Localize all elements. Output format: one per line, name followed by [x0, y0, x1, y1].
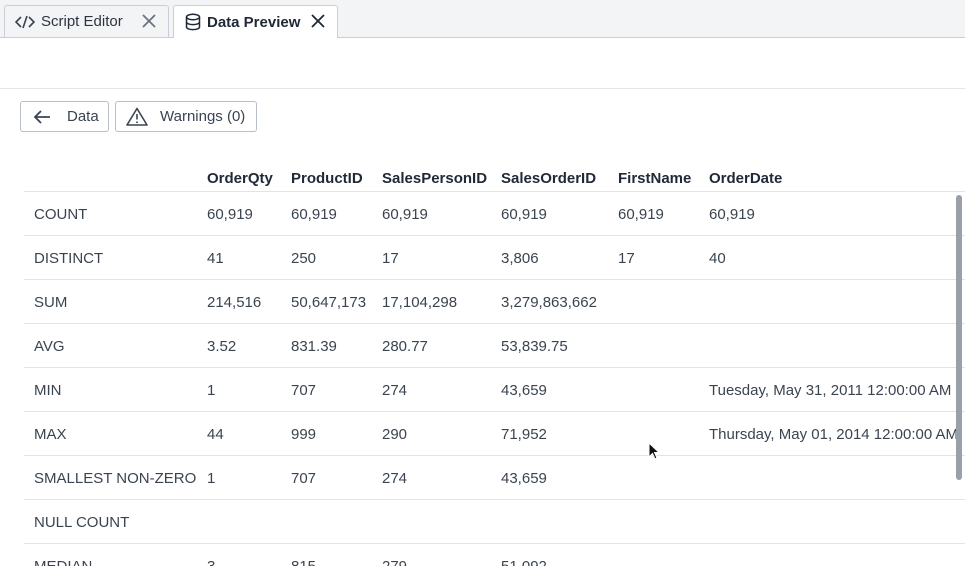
table-cell: 707 — [291, 470, 317, 487]
table-cell: 41 — [207, 250, 224, 267]
table-cell: 279 — [382, 558, 407, 566]
row-label: MAX — [34, 426, 67, 443]
tab-bar: Script Editor Data Preview — [0, 0, 965, 38]
table-cell: 50,647,173 — [291, 294, 367, 311]
column-header: ProductID — [291, 170, 363, 187]
warning-icon — [126, 107, 148, 126]
table-cell: 17 — [382, 250, 399, 267]
button-label: Warnings (0) — [160, 108, 246, 125]
table-cell: 1 — [207, 470, 216, 487]
button-label: Data — [67, 108, 99, 125]
tab-label: Data Preview — [207, 13, 301, 31]
database-icon — [185, 13, 201, 31]
table-cell: 3,806 — [501, 250, 539, 267]
warnings-button[interactable]: Warnings (0) — [115, 101, 257, 132]
table-row: COUNT 60,919 60,919 60,919 60,919 60,919 60,91… — [24, 191, 965, 236]
table-row: DISTINCT 41 250 17 3,806 17 40 — [24, 235, 965, 280]
row-label: MEDIAN — [34, 558, 92, 566]
table-cell: 280.77 — [382, 338, 428, 355]
table-cell: 290 — [382, 426, 408, 443]
table-cell: Tuesday, May 31, 2011 12:00:00 AM — [709, 382, 952, 399]
row-label: AVG — [34, 338, 65, 355]
table-cell: 1 — [207, 382, 216, 399]
column-header: OrderQty — [207, 170, 273, 187]
table-row: NULL COUNT — [24, 499, 965, 544]
table-cell: 250 — [291, 250, 317, 267]
table-row: SMALLEST NON-ZERO 1 707 274 43,659 — [24, 455, 965, 500]
row-label: COUNT — [34, 206, 88, 223]
table-cell: 214,516 — [207, 294, 262, 311]
table-cell: 44 — [207, 426, 224, 443]
close-icon[interactable] — [311, 14, 325, 28]
column-header: FirstName — [618, 170, 692, 187]
table-cell: 999 — [291, 426, 317, 443]
arrow-icon — [33, 109, 50, 124]
stats-table: OrderQty ProductID SalesPersonID SalesOrder… — [24, 148, 965, 566]
table-cell: 17,104,298 — [382, 294, 458, 311]
row-label: SMALLEST NON-ZERO — [34, 470, 197, 487]
tab[interactable]: Data Preview — [173, 5, 338, 38]
table-cell: 51,092 — [501, 558, 547, 566]
row-label: NULL COUNT — [34, 514, 130, 531]
row-label: MIN — [34, 382, 62, 399]
table-cell: 707 — [291, 382, 317, 399]
table-row: MAX 44 999 290 71,952 Thursday, May 01, 2014 … — [24, 411, 965, 456]
table-cell: 43,659 — [501, 382, 547, 399]
row-label: DISTINCT — [34, 250, 104, 267]
scrollbar[interactable] — [956, 195, 962, 480]
row-label: SUM — [34, 294, 68, 311]
table-row: MIN 1 707 274 43,659 Tuesday, May 31, 2011 12… — [24, 367, 965, 412]
table-cell: 60,919 — [501, 206, 547, 223]
column-header: SalesOrderID — [501, 170, 597, 187]
tab-label: Script Editor — [41, 13, 123, 30]
table-cell: 43,659 — [501, 470, 547, 487]
table-cell: 17 — [618, 250, 635, 267]
table-row: SUM 214,516 50,647,173 17,104,298 3,279,863,… — [24, 279, 965, 324]
table-cell: 274 — [382, 470, 408, 487]
table-row: MEDIAN 3 815 279 51,092 — [24, 543, 965, 566]
table-row: AVG 3.52 831.39 280.77 53,839.75 — [24, 323, 965, 368]
table-cell: 71,952 — [501, 426, 547, 443]
back-button[interactable]: Data — [20, 101, 109, 132]
close-icon[interactable] — [142, 14, 156, 28]
code-icon — [15, 15, 35, 28]
table-cell: 60,919 — [382, 206, 428, 223]
table-cell: 60,919 — [207, 206, 253, 223]
table-cell: 831.39 — [291, 338, 337, 355]
table-cell: 815 — [291, 558, 316, 566]
tab[interactable]: Script Editor — [4, 5, 169, 37]
table-cell: 274 — [382, 382, 408, 399]
divider — [0, 88, 965, 89]
table-cell: 3 — [207, 558, 215, 566]
table-cell: Thursday, May 01, 2014 12:00:00 AM — [709, 426, 959, 443]
table-cell: 40 — [709, 250, 726, 267]
column-header: SalesPersonID — [382, 170, 488, 187]
table-cell: 3,279,863,662 — [501, 294, 597, 311]
table-cell: 3.52 — [207, 338, 237, 355]
table-cell: 53,839.75 — [501, 338, 568, 355]
table-cell: 60,919 — [709, 206, 755, 223]
mouse-cursor — [648, 442, 661, 460]
table-cell: 60,919 — [291, 206, 337, 223]
table-cell: 60,919 — [618, 206, 664, 223]
column-header: OrderDate — [709, 170, 783, 187]
